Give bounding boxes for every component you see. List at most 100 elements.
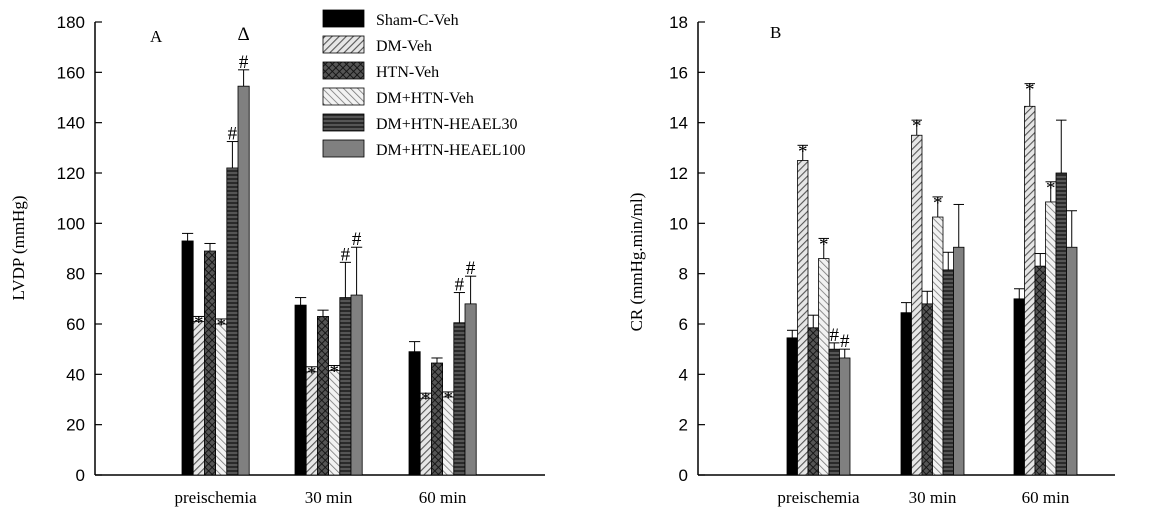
y-tick-label: 2	[679, 416, 688, 435]
y-tick-label: 16	[669, 63, 688, 82]
significance-mark: #	[341, 244, 351, 265]
x-tick-labels-a: preischemia 30 min 60 min	[175, 488, 467, 507]
bar	[900, 312, 912, 476]
y-tick-label: 20	[66, 416, 85, 435]
bar	[807, 327, 819, 476]
significance-mark: *	[912, 116, 922, 137]
bar	[786, 337, 798, 476]
significance-mark: #	[228, 124, 238, 145]
significance-mark: #	[455, 275, 465, 296]
bar	[818, 258, 830, 476]
significance-mark: *	[819, 234, 829, 255]
y-tick-label: 80	[66, 265, 85, 284]
bar	[1066, 246, 1078, 476]
bar	[1045, 201, 1057, 476]
bars-a: ******###Δ###	[181, 24, 477, 476]
bar	[328, 370, 341, 476]
bar	[464, 303, 477, 476]
x-tick-label: 60 min	[419, 488, 467, 507]
legend-label: DM+HTN-HEAEL30	[376, 116, 517, 133]
bar	[453, 322, 466, 476]
bar	[1013, 298, 1025, 476]
y-tick-label: 60	[66, 315, 85, 334]
legend-label: HTN-Veh	[376, 64, 439, 81]
significance-mark: *	[443, 388, 453, 409]
legend-swatch	[322, 139, 365, 158]
y-tick-label: 8	[679, 265, 688, 284]
y-axis-title-a: LVDP (mmHg)	[9, 196, 28, 301]
legend-label: Sham-C-Veh	[376, 12, 459, 29]
y-tick-label: 180	[57, 13, 85, 32]
x-tick-label: preischemia	[175, 488, 258, 507]
x-tick-label: 60 min	[1022, 488, 1070, 507]
significance-mark: *	[421, 389, 431, 410]
significance-mark: Δ	[237, 24, 249, 45]
significance-mark: *	[798, 141, 808, 162]
bar	[226, 167, 239, 476]
bar	[921, 303, 933, 476]
x-tick-label: 30 min	[305, 488, 353, 507]
significance-mark: #	[830, 325, 840, 346]
bar	[797, 160, 809, 476]
legend-swatch	[322, 9, 365, 28]
bar	[181, 240, 194, 476]
legend-swatch	[322, 61, 365, 80]
bar	[839, 357, 851, 476]
bar	[408, 351, 421, 476]
significance-mark: #	[466, 258, 476, 279]
significance-mark: *	[1025, 80, 1035, 101]
bar	[192, 321, 205, 476]
significance-mark: *	[307, 363, 317, 384]
y-ticks-a: 0 20 40 60 80 100 120 140 160 180	[57, 13, 102, 485]
panel-a: LVDP (mmHg) A 0 20 40 60 80 100 120 140 160 180 p…	[9, 9, 545, 507]
legend-label: DM+HTN-Veh	[376, 90, 474, 107]
bar	[305, 371, 318, 476]
legend-swatch	[322, 113, 365, 132]
x-tick-label: 30 min	[909, 488, 957, 507]
significance-mark: *	[329, 362, 339, 383]
bar	[828, 348, 840, 476]
bar	[350, 294, 363, 476]
bar	[215, 323, 228, 476]
significance-mark: *	[194, 312, 204, 333]
bar	[1055, 172, 1067, 476]
legend-label: DM-Veh	[376, 38, 432, 55]
y-tick-label: 18	[669, 13, 688, 32]
panel-label-b: B	[770, 23, 781, 42]
bar	[339, 297, 352, 476]
y-tick-label: 0	[679, 466, 688, 485]
bar	[911, 134, 923, 476]
y-axis-title-b: CR (mmHg.min/ml)	[627, 193, 646, 332]
legend-swatch	[322, 35, 365, 54]
bar	[203, 250, 216, 476]
significance-mark: *	[216, 315, 226, 336]
legend-label: DM+HTN-HEAEL100	[376, 142, 525, 159]
bar	[316, 316, 329, 476]
significance-mark: #	[352, 229, 362, 250]
significance-mark: *	[1046, 178, 1056, 199]
panel-b: CR (mmHg.min/ml) B 0 2 4 6 8 10 12 14 16 18 preis…	[627, 13, 1115, 507]
y-tick-label: 120	[57, 164, 85, 183]
bar	[1034, 265, 1046, 476]
significance-mark: #	[840, 331, 850, 352]
bar	[953, 246, 965, 476]
y-tick-label: 100	[57, 214, 85, 233]
legend: Sham-C-Veh DM-Veh HTN-Veh DM+HTN-Veh DM+HTN-…	[322, 9, 525, 159]
y-tick-label: 14	[669, 114, 688, 133]
x-tick-labels-b: preischemia 30 min 60 min	[777, 488, 1069, 507]
y-tick-label: 0	[76, 466, 85, 485]
significance-mark: *	[933, 193, 943, 214]
bar	[932, 216, 944, 476]
bar	[294, 304, 307, 476]
legend-swatch	[322, 87, 365, 106]
bar	[1024, 105, 1036, 476]
y-tick-label: 4	[679, 365, 688, 384]
bar	[237, 85, 250, 476]
significance-mark: #	[239, 52, 249, 73]
y-tick-label: 160	[57, 63, 85, 82]
x-tick-label: preischemia	[777, 488, 860, 507]
y-tick-label: 140	[57, 114, 85, 133]
y-tick-label: 40	[66, 365, 85, 384]
y-tick-label: 12	[669, 164, 688, 183]
y-tick-label: 10	[669, 214, 688, 233]
